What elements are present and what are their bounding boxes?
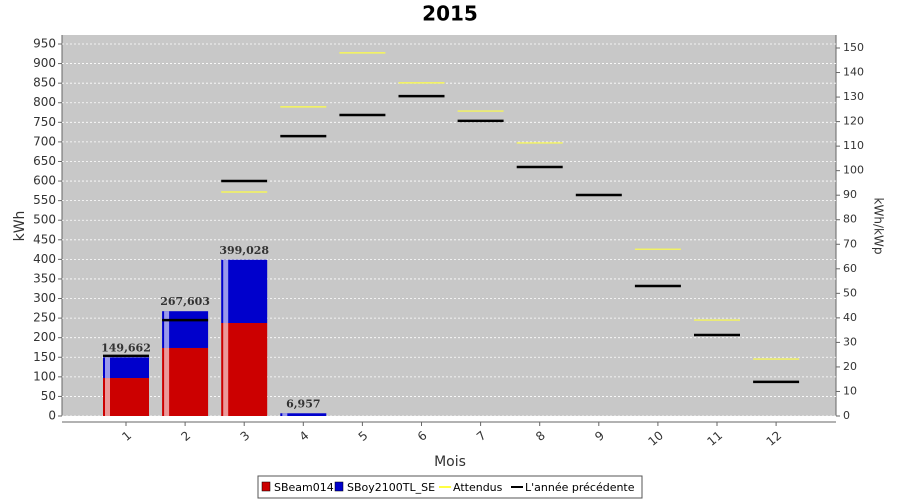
y2-tick-label: 0 — [843, 409, 850, 422]
bar-highlight — [105, 357, 110, 379]
bar-segment — [162, 347, 209, 416]
y-tick-label: 400 — [33, 252, 56, 266]
bar-segment — [221, 259, 268, 324]
y-tick-label: 700 — [33, 134, 56, 148]
y2-tick-label: 90 — [843, 188, 857, 201]
bar-highlight — [223, 323, 229, 416]
y2-tick-label: 110 — [843, 139, 864, 152]
y2-tick-label: 60 — [843, 262, 857, 275]
y2-tick-label: 40 — [843, 311, 857, 324]
bar-highlight — [282, 413, 288, 416]
y2-tick-label: 70 — [843, 237, 857, 250]
bar-segment — [221, 323, 268, 416]
y-tick-label: 200 — [33, 330, 56, 344]
x-tick-label: 3 — [238, 428, 253, 444]
x-tick-label: 1 — [119, 428, 134, 444]
y2-tick-label: 50 — [843, 286, 857, 299]
x-tick-label: 10 — [645, 428, 666, 449]
total-label: 399,028 — [219, 244, 269, 257]
total-label: 267,603 — [160, 295, 210, 308]
x-tick-label: 7 — [474, 428, 489, 444]
x-tick-label: 2 — [178, 428, 193, 444]
y-tick-label: 550 — [33, 193, 56, 207]
y2-tick-label: 30 — [843, 335, 857, 348]
x-tick-label: 9 — [592, 428, 607, 444]
y2-tick-label: 10 — [843, 384, 857, 397]
x-tick-label: 11 — [704, 428, 725, 449]
legend-label: SBoy2100TL_SE — [347, 481, 435, 494]
y-axis-label: kWh — [12, 211, 28, 242]
total-label: 149,662 — [101, 341, 151, 354]
y2-tick-label: 130 — [843, 90, 864, 103]
y-tick-label: 850 — [33, 76, 56, 90]
bar-highlight — [164, 347, 170, 416]
bar-segment — [162, 311, 209, 348]
y-tick-label: 500 — [33, 213, 56, 227]
y-tick-label: 350 — [33, 271, 56, 285]
y-tick-label: 750 — [33, 115, 56, 129]
legend-label: Attendus — [453, 481, 503, 494]
y-tick-label: 900 — [33, 56, 56, 70]
bar-segment — [280, 413, 327, 416]
bar-highlight — [223, 259, 229, 324]
x-tick-label: 4 — [297, 428, 312, 444]
x-tick-label: 6 — [415, 428, 430, 444]
chart-title: 2015 — [422, 2, 478, 26]
bar-segment — [103, 378, 149, 416]
y2-tick-label: 80 — [843, 213, 857, 226]
y-tick-label: 300 — [33, 291, 56, 305]
y-tick-label: 100 — [33, 369, 56, 383]
total-label: 6,957 — [286, 397, 320, 410]
y-tick-label: 250 — [33, 311, 56, 325]
y-tick-label: 800 — [33, 95, 56, 109]
legend-label: L'année précédente — [525, 481, 635, 494]
y-tick-label: 950 — [33, 37, 56, 51]
x-tick-label: 12 — [764, 428, 785, 449]
bar-segment — [103, 357, 149, 379]
y2-tick-label: 100 — [843, 164, 864, 177]
legend-swatch — [334, 481, 344, 492]
y-tick-label: 0 — [48, 409, 56, 423]
y-tick-label: 600 — [33, 174, 56, 188]
legend-swatch — [261, 481, 271, 492]
x-axis-label: Mois — [434, 454, 466, 470]
x-tick-label: 5 — [356, 428, 371, 444]
x-tick-label: 8 — [533, 428, 548, 444]
y-tick-label: 50 — [41, 389, 56, 403]
y2-axis-label: kWh/kWp — [872, 198, 886, 255]
bar-highlight — [164, 311, 170, 348]
y2-tick-label: 150 — [843, 41, 864, 54]
y-tick-label: 450 — [33, 232, 56, 246]
y2-tick-label: 120 — [843, 115, 864, 128]
legend-label: SBeam014 — [274, 481, 334, 494]
y2-tick-label: 20 — [843, 360, 857, 373]
y2-tick-label: 140 — [843, 66, 864, 79]
bar-highlight — [105, 378, 110, 416]
y-tick-label: 150 — [33, 350, 56, 364]
y-tick-label: 650 — [33, 154, 56, 168]
